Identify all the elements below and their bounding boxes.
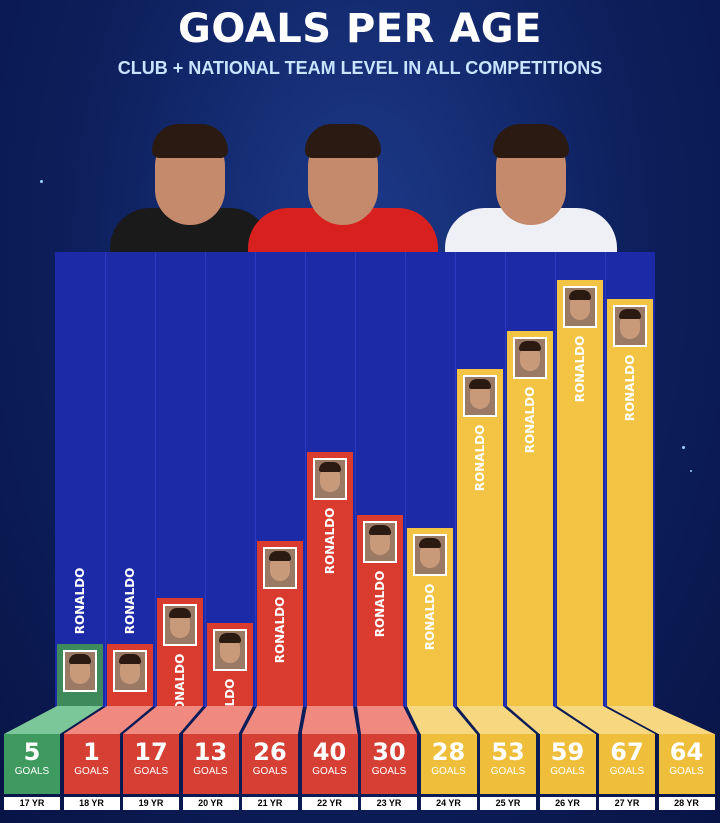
panel-stripe xyxy=(455,252,456,707)
player-face-icon xyxy=(263,546,297,589)
data-label: 30 xyxy=(372,738,406,766)
panel-stripe xyxy=(205,252,206,707)
bar-label: RONALDO xyxy=(373,570,387,638)
bar-26-yr xyxy=(507,330,553,706)
player-face-icon xyxy=(563,286,597,329)
value-tile: 26 GOALS xyxy=(242,734,298,794)
unit-label: GOALS xyxy=(193,766,228,777)
bar-label: RONALDO xyxy=(73,567,87,635)
bar-label: RONALDO xyxy=(273,596,287,663)
tick-label: 19 YR xyxy=(123,797,179,810)
data-label: 1 xyxy=(83,738,100,766)
panel-stripe xyxy=(605,252,606,707)
player-face-icon xyxy=(463,375,497,418)
portrait-manchester xyxy=(248,98,438,253)
panel-stripe xyxy=(355,252,356,707)
value-tile: 28 GOALS xyxy=(420,734,477,794)
unit-label: GOALS xyxy=(133,766,169,777)
player-face-icon xyxy=(513,336,547,379)
value-tile: 40 GOALS xyxy=(301,734,358,794)
bar-label: RONALDO xyxy=(123,567,137,635)
unit-label: GOALS xyxy=(609,766,645,777)
bar-connector xyxy=(301,706,358,734)
player-face-icon xyxy=(113,650,147,692)
tick-label: 20 YR xyxy=(182,797,239,810)
unit-label: GOALS xyxy=(371,766,407,777)
player-face-icon xyxy=(313,457,347,500)
data-label: 28 xyxy=(431,738,466,766)
tick-label: 18 YR xyxy=(63,797,120,810)
player-face-icon xyxy=(413,534,447,576)
data-label: 67 xyxy=(610,738,644,766)
data-label: 17 xyxy=(134,738,168,766)
tick-label: 26 YR xyxy=(539,797,596,810)
value-tile: 5 GOALS xyxy=(4,734,60,794)
value-tile: 13 GOALS xyxy=(182,734,239,794)
value-tile: 59 GOALS xyxy=(539,734,596,794)
unit-label: GOALS xyxy=(669,766,704,777)
bar-label: RONALDO xyxy=(523,386,537,454)
unit-label: GOALS xyxy=(431,766,466,777)
tick-label: 27 YR xyxy=(599,797,655,810)
unit-label: GOALS xyxy=(252,766,288,777)
bar-connector xyxy=(242,706,303,734)
bar-25-yr xyxy=(457,369,503,706)
sparkle-decoration xyxy=(682,446,685,449)
value-tile: 30 GOALS xyxy=(361,734,417,794)
player-face-icon xyxy=(613,305,647,348)
tick-label: 17 YR xyxy=(4,797,60,810)
unit-label: GOALS xyxy=(550,766,585,777)
bar-28-yr xyxy=(607,299,653,706)
bar-label: RONALDO xyxy=(623,354,637,422)
tick-label: 23 YR xyxy=(361,797,417,810)
bar-label: RONALDO xyxy=(323,507,337,574)
player-face-icon xyxy=(213,629,247,672)
unit-label: GOALS xyxy=(74,766,109,777)
unit-label: GOALS xyxy=(490,766,526,777)
player-face-icon xyxy=(163,603,197,646)
panel-stripe xyxy=(255,252,256,707)
player-face-icon xyxy=(363,521,397,564)
tick-label: 28 YR xyxy=(658,797,715,810)
bar-label: RONALDO xyxy=(573,335,587,403)
bar-label: RONALDO xyxy=(473,424,487,492)
player-face-icon xyxy=(63,650,97,692)
tick-label: 25 YR xyxy=(480,797,536,810)
value-tile: 67 GOALS xyxy=(599,734,655,794)
panel-stripe xyxy=(105,252,106,707)
value-tile: 1 GOALS xyxy=(63,734,120,794)
data-label: 53 xyxy=(491,738,525,766)
data-label: 26 xyxy=(253,738,287,766)
tick-label: 24 YR xyxy=(420,797,477,810)
panel-stripe xyxy=(305,252,306,707)
portrait-madrid xyxy=(445,98,617,253)
chart-panel xyxy=(55,252,655,707)
sparkle-decoration xyxy=(690,470,692,472)
panel-stripe xyxy=(155,252,156,707)
data-label: 64 xyxy=(669,738,704,766)
panel-stripe xyxy=(405,252,406,707)
unit-label: GOALS xyxy=(312,766,347,777)
data-label: 59 xyxy=(550,738,585,766)
value-tile: 17 GOALS xyxy=(123,734,179,794)
tick-label: 22 YR xyxy=(301,797,358,810)
tick-label: 21 YR xyxy=(242,797,298,810)
panel-stripe xyxy=(505,252,506,707)
bar-connector xyxy=(357,706,417,734)
chart-title: GOALS PER AGE xyxy=(178,6,542,52)
value-tile: 53 GOALS xyxy=(480,734,536,794)
data-label: 5 xyxy=(23,738,41,766)
unit-label: GOALS xyxy=(14,766,50,777)
panel-stripe xyxy=(555,252,556,707)
chart-subtitle: CLUB + NATIONAL TEAM LEVEL IN ALL COMPET… xyxy=(117,58,603,78)
portrait-juventus xyxy=(110,98,270,253)
data-label: 40 xyxy=(312,738,347,766)
data-label: 13 xyxy=(193,738,228,766)
value-tile: 64 GOALS xyxy=(658,734,715,794)
bar-27-yr xyxy=(557,280,603,706)
sparkle-decoration xyxy=(40,180,43,183)
bar-label: RONALDO xyxy=(423,583,437,651)
